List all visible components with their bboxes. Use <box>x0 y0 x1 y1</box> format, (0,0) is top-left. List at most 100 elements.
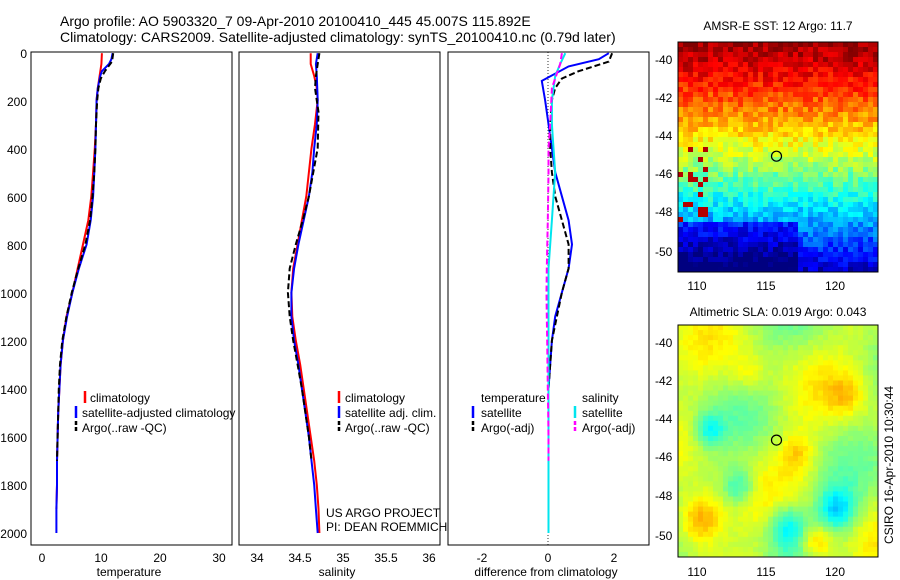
heatmap-cell <box>853 390 859 397</box>
heatmap-cell <box>828 182 834 188</box>
heatmap-cell <box>688 486 694 492</box>
heatmap-cell <box>808 466 814 472</box>
heatmap-cell <box>873 77 878 83</box>
heatmap-cell <box>693 451 699 457</box>
heatmap-cell <box>718 42 724 48</box>
heatmap-cell <box>863 212 869 218</box>
heatmap-cell <box>708 420 714 427</box>
heatmap-cell <box>698 400 704 407</box>
salinity-legend: climatology satellite adj. clim. Argo(..… <box>326 391 447 534</box>
heatmap-cell <box>848 390 854 397</box>
heatmap-cell <box>848 202 854 208</box>
heatmap-cell <box>738 162 744 168</box>
heatmap-cell <box>768 516 774 523</box>
heatmap-cell <box>848 380 854 386</box>
heatmap-cell <box>703 365 709 371</box>
heatmap-cell <box>763 237 769 243</box>
heatmap-cell <box>738 247 744 253</box>
heatmap-cell <box>713 127 719 133</box>
heatmap-cell <box>678 77 684 83</box>
depth-tick-label: 0 <box>20 47 27 61</box>
heatmap-cell <box>873 511 878 518</box>
heatmap-cell <box>808 242 814 248</box>
heatmap-cell <box>743 57 749 63</box>
heatmap-cell <box>768 227 774 233</box>
heatmap-cell <box>683 365 689 371</box>
heatmap-cell <box>823 335 829 341</box>
heatmap-cell <box>733 325 739 331</box>
heatmap-cell <box>813 471 819 477</box>
heatmap-cell <box>733 192 739 198</box>
heatmap-cell <box>763 192 769 198</box>
heatmap-cell <box>678 92 684 98</box>
heatmap-cell <box>808 182 814 188</box>
heatmap-cell <box>753 212 759 218</box>
heatmap-cell <box>813 435 819 442</box>
heatmap-cell <box>798 47 804 53</box>
heatmap-cell <box>873 365 878 371</box>
heatmap-cell <box>703 122 709 128</box>
heatmap-cell <box>868 546 874 553</box>
heatmap-cell <box>728 262 734 268</box>
heatmap-cell <box>728 202 734 208</box>
heatmap-cell <box>708 425 714 432</box>
heatmap-cell <box>678 501 684 507</box>
heatmap-cell <box>693 335 699 341</box>
heatmap-cell <box>678 142 684 148</box>
heatmap-cell <box>748 496 754 502</box>
heatmap-cell <box>858 405 864 412</box>
heatmap-cell <box>773 405 779 412</box>
heatmap-cell <box>708 491 714 497</box>
heatmap-cell <box>728 541 734 548</box>
heatmap-cell <box>748 390 754 397</box>
heatmap-cell <box>848 112 854 118</box>
heatmap-cell <box>868 262 874 268</box>
heatmap-cell <box>828 456 834 462</box>
heatmap-cell <box>838 536 844 543</box>
heatmap-cell <box>678 400 684 407</box>
heatmap-cell <box>718 217 724 223</box>
heatmap-cell <box>798 395 804 402</box>
heatmap-cell <box>803 330 809 336</box>
heatmap-cell <box>698 137 704 143</box>
heatmap-cell <box>783 461 789 467</box>
heatmap-cell <box>838 202 844 208</box>
heatmap-cell <box>863 207 869 213</box>
heatmap-cell <box>833 192 839 198</box>
sla-x-tick-label: 115 <box>756 565 775 579</box>
heatmap-cell <box>823 365 829 371</box>
heatmap-cell <box>753 370 759 376</box>
heatmap-cell <box>838 122 844 128</box>
heatmap-cell <box>738 501 744 507</box>
heatmap-cell <box>873 152 878 158</box>
heatmap-cell <box>693 536 699 543</box>
heatmap-cell <box>718 551 724 557</box>
heatmap-cell <box>733 242 739 248</box>
heatmap-cell <box>728 526 734 533</box>
heatmap-cell <box>763 97 769 103</box>
heatmap-cell <box>838 526 844 533</box>
heatmap-cell <box>873 72 878 78</box>
heatmap-cell <box>723 102 729 108</box>
heatmap-cell <box>768 521 774 528</box>
heatmap-cell <box>853 365 859 371</box>
heatmap-cell <box>818 262 824 268</box>
heatmap-cell <box>773 52 779 58</box>
heatmap-cell <box>733 501 739 507</box>
heatmap-cell <box>738 466 744 472</box>
heatmap-cell <box>873 400 878 407</box>
heatmap-cell <box>843 102 849 108</box>
heatmap-cell <box>848 435 854 442</box>
heatmap-cell <box>848 405 854 412</box>
heatmap-cell <box>728 375 734 381</box>
heatmap-cell <box>683 430 689 437</box>
difference-x-tick-label: 0 <box>545 551 552 565</box>
heatmap-cell <box>708 222 714 228</box>
heatmap-cell <box>858 202 864 208</box>
heatmap-cell <box>858 481 864 487</box>
heatmap-cell <box>688 67 694 73</box>
heatmap-cell <box>823 395 829 402</box>
heatmap-cell <box>738 476 744 482</box>
heatmap-cell <box>783 267 789 272</box>
heatmap-cell <box>748 541 754 548</box>
